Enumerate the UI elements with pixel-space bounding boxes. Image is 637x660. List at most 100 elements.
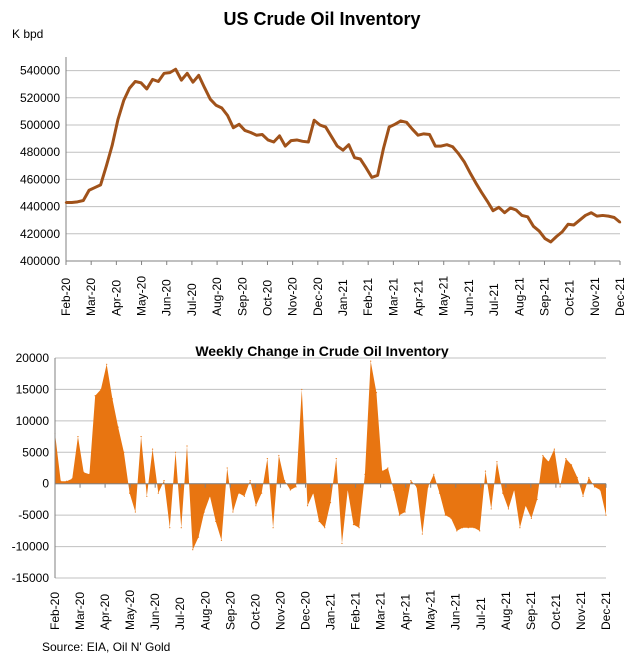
x-tick-label: Sep-21 [537, 277, 551, 316]
inventory-data-point [566, 223, 570, 226]
weekly-change-data-point [438, 492, 441, 494]
y-tick-label: 5000 [22, 445, 49, 459]
inventory-data-point [168, 71, 172, 74]
x-tick-label: Feb-20 [59, 278, 73, 316]
x-tick-label: May-21 [437, 276, 451, 316]
weekly-change-data-point [238, 492, 240, 494]
weekly-change-data-point [530, 517, 532, 519]
x-tick-label: Nov-20 [286, 277, 300, 316]
weekly-change-data-point [249, 479, 251, 482]
inventory-data-point [289, 139, 293, 142]
inventory-data-point [520, 214, 524, 217]
y-tick-label: 480000 [20, 145, 60, 159]
inventory-data-point [336, 144, 339, 148]
weekly-change-data-point [519, 527, 521, 529]
inventory-chart-title: US Crude Oil Inventory [223, 9, 420, 29]
x-tick-label: Sep-21 [524, 591, 538, 630]
weekly-change-data-point [582, 495, 584, 497]
inventory-data-point [312, 119, 316, 122]
inventory-data-point [578, 219, 581, 222]
inventory-data-point [439, 144, 443, 148]
x-tick-label: Jan-21 [336, 279, 350, 316]
inventory-data-point [128, 87, 131, 90]
inventory-data-point [203, 86, 206, 89]
inventory-data-point [249, 131, 252, 134]
weekly-change-data-point [146, 495, 148, 497]
inventory-data-point [428, 133, 431, 136]
weekly-change-data-point [283, 479, 286, 482]
weekly-change-data-point [232, 511, 234, 513]
inventory-data-point [232, 126, 235, 129]
x-tick-label: Mar-21 [374, 592, 388, 630]
inventory-series-line [66, 67, 621, 244]
weekly-change-data-point [289, 489, 291, 491]
x-tick-label: Jul-21 [474, 597, 488, 630]
weekly-change-data-point [163, 479, 165, 482]
x-tick-label: Apr-21 [399, 594, 413, 630]
weekly-change-data-point [404, 511, 406, 513]
inventory-data-point [307, 140, 310, 144]
inventory-data-point [324, 125, 327, 129]
x-tick-label: Aug-20 [210, 277, 224, 316]
weekly-change-data-point [490, 508, 492, 510]
weekly-change-data-point [364, 473, 366, 475]
x-tick-label: Oct-21 [563, 280, 577, 316]
inventory-data-point [509, 206, 512, 210]
weekly-change-data-point [502, 492, 504, 494]
weekly-change-data-point [192, 549, 194, 551]
x-tick-label: Feb-21 [361, 278, 375, 316]
inventory-data-point [393, 123, 397, 126]
inventory-data-point [82, 199, 85, 202]
weekly-change-data-point [410, 479, 412, 482]
inventory-data-point [457, 152, 460, 155]
weekly-change-data-point [352, 523, 355, 526]
weekly-change-data-point [151, 448, 154, 450]
weekly-change-data-point [306, 505, 309, 507]
weekly-change-data-point [209, 495, 211, 497]
y-tick-label: 520000 [20, 91, 60, 105]
weekly-change-data-point [266, 457, 268, 460]
inventory-data-point [295, 138, 299, 142]
inventory-data-point [185, 72, 189, 75]
x-tick-label: Mar-20 [73, 592, 87, 630]
weekly-change-data-point [536, 498, 538, 501]
inventory-data-point [318, 123, 322, 127]
weekly-change-data-point [553, 448, 555, 450]
weekly-change-data-point [525, 505, 527, 507]
inventory-data-point [341, 148, 345, 152]
weekly-change-data-point [375, 391, 378, 394]
weekly-change-data-point [295, 486, 297, 488]
inventory-data-point [180, 78, 183, 82]
inventory-data-point [145, 87, 148, 91]
x-tick-label: Sep-20 [235, 277, 249, 316]
inventory-data-point [214, 104, 218, 107]
inventory-data-point [595, 214, 599, 218]
x-tick-label: Oct-20 [248, 594, 262, 630]
weekly-change-data-point [398, 514, 400, 516]
x-tick-label: May-20 [135, 276, 149, 316]
weekly-change-data-point [341, 542, 343, 545]
y-tick-label: 400000 [20, 254, 60, 268]
weekly-change-data-point [433, 473, 435, 475]
weekly-change-data-point [88, 473, 91, 475]
inventory-data-point [99, 183, 102, 187]
inventory-data-point [618, 221, 622, 224]
weekly-change-data-point [456, 530, 458, 532]
inventory-data-point [399, 119, 402, 123]
x-tick-label: Jun-21 [449, 593, 463, 630]
source-note: Source: EIA, Oil N' Gold [42, 640, 170, 654]
inventory-data-point [237, 123, 241, 126]
inventory-data-point [405, 121, 408, 124]
y-tick-label: 15000 [16, 382, 50, 396]
inventory-data-point [601, 214, 604, 217]
weekly-change-data-point [186, 445, 188, 447]
weekly-change-data-point [335, 457, 337, 460]
weekly-change-data-point [77, 435, 79, 438]
weekly-change-data-point [226, 467, 228, 469]
weekly-change-data-point [548, 461, 550, 463]
inventory-data-point [261, 133, 264, 136]
inventory-data-point [64, 201, 68, 204]
y-tick-label: 10000 [16, 414, 50, 428]
y-tick-label: 460000 [20, 172, 60, 186]
